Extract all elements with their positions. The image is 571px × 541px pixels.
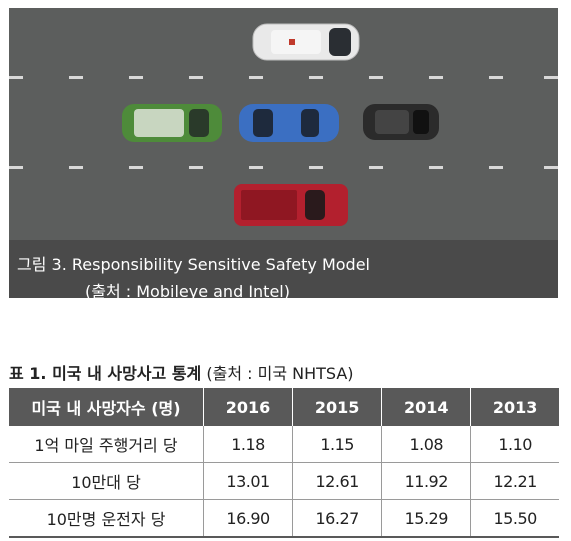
blue-car xyxy=(239,104,339,142)
rss-model-figure: 그림 3. Responsibility Sensitive Safety Mo… xyxy=(9,8,558,298)
table-title-source: (출처 : 미국 NHTSA) xyxy=(206,364,354,383)
table-title: 표 1. 미국 내 사망사고 통계 (출처 : 미국 NHTSA) xyxy=(9,360,354,384)
figure-caption: 그림 3. Responsibility Sensitive Safety Mo… xyxy=(9,240,558,298)
header-2013: 2013 xyxy=(470,388,559,426)
table-cell: 1.08 xyxy=(381,426,471,463)
table-cell: 12.21 xyxy=(470,462,559,500)
table-row: 10만대 당 13.01 12.61 11.92 12.21 xyxy=(9,462,559,500)
row-label: 10만대 당 xyxy=(9,462,204,500)
header-category: 미국 내 사망자수 (명) xyxy=(9,388,204,426)
header-2014: 2014 xyxy=(381,388,471,426)
white-car xyxy=(252,23,360,61)
row-label: 1억 마일 주행거리 당 xyxy=(9,426,204,463)
table-cell: 16.27 xyxy=(292,499,382,538)
table-cell: 15.29 xyxy=(381,499,471,538)
table-cell: 11.92 xyxy=(381,462,471,500)
fatality-stats-table: 미국 내 사망자수 (명) 2016 2015 2014 2013 1억 마일 … xyxy=(9,388,559,538)
table-cell: 1.15 xyxy=(292,426,382,463)
caption-source: (출처 : Mobileye and Intel) xyxy=(85,282,290,298)
table-cell: 12.61 xyxy=(292,462,382,500)
table-title-main: 표 1. 미국 내 사망사고 통계 xyxy=(9,364,202,383)
table-row: 1억 마일 주행거리 당 1.18 1.15 1.08 1.10 xyxy=(9,426,559,463)
table-cell: 15.50 xyxy=(470,499,559,538)
row-label: 10만명 운전자 당 xyxy=(9,499,204,538)
caption-title: 그림 3. Responsibility Sensitive Safety Mo… xyxy=(17,255,370,274)
table-cell: 1.10 xyxy=(470,426,559,463)
table-header-row: 미국 내 사망자수 (명) 2016 2015 2014 2013 xyxy=(9,388,559,426)
header-2015: 2015 xyxy=(292,388,382,426)
black-car xyxy=(363,104,439,140)
table-cell: 16.90 xyxy=(202,499,293,538)
red-pickup xyxy=(234,184,348,226)
road-illustration xyxy=(9,8,558,240)
table-cell: 13.01 xyxy=(202,462,293,500)
green-car xyxy=(122,104,222,142)
table-cell: 1.18 xyxy=(202,426,293,463)
header-2016: 2016 xyxy=(202,388,293,426)
lane-markings xyxy=(9,76,558,169)
table-row: 10만명 운전자 당 16.90 16.27 15.29 15.50 xyxy=(9,499,559,538)
